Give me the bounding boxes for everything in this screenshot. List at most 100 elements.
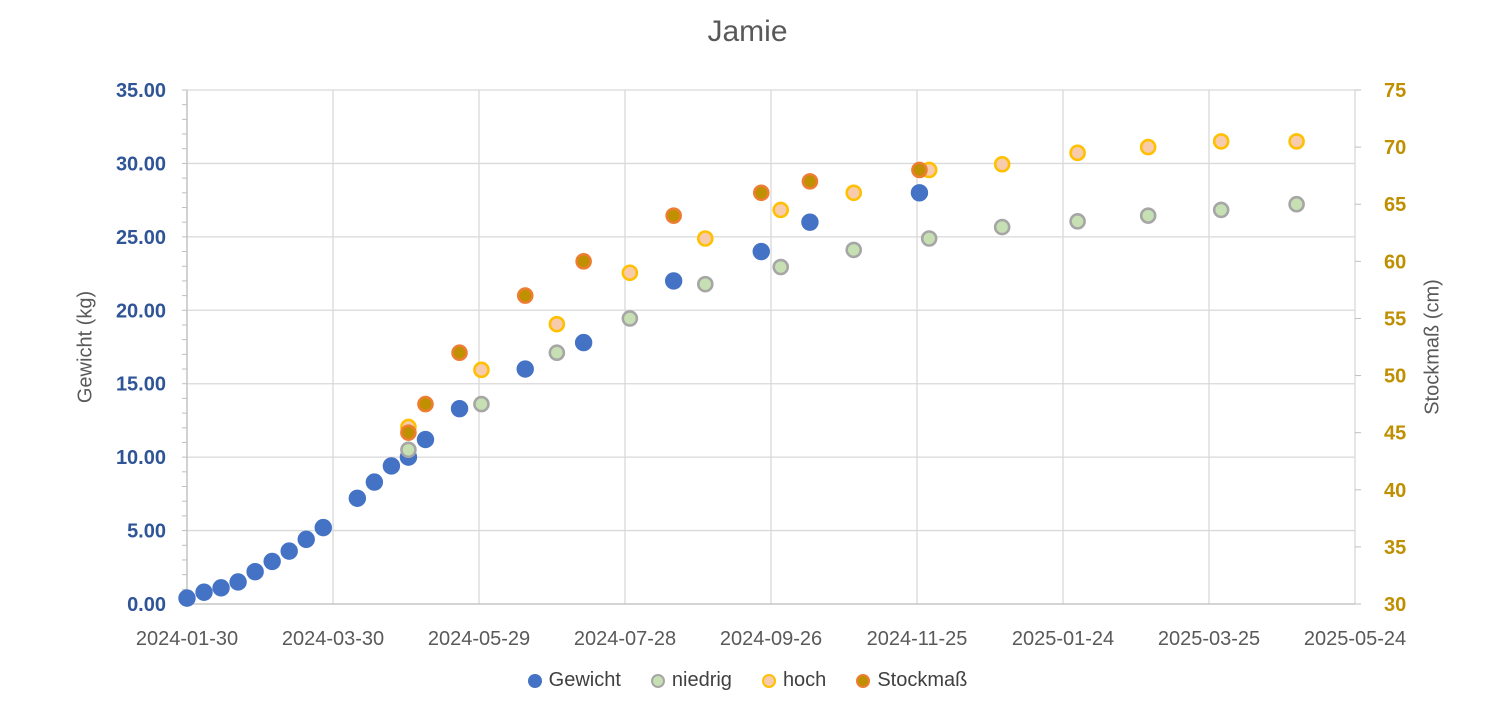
data-point (473, 361, 490, 379)
data-point (212, 579, 230, 597)
data-point (993, 155, 1011, 173)
x-tick-label: 2025-01-24 (1012, 628, 1114, 650)
x-tick-label: 2025-03-25 (1158, 628, 1260, 650)
data-point (314, 518, 332, 537)
data-point (621, 310, 639, 327)
data-point (752, 184, 770, 202)
left-tick-label: 35.00 (116, 80, 166, 102)
data-point (178, 589, 196, 607)
data-point (1288, 133, 1305, 150)
data-point (1139, 207, 1157, 224)
data-point (993, 218, 1011, 236)
x-tick-label: 2024-11-25 (867, 628, 968, 650)
legend-label: Gewicht (548, 669, 621, 691)
x-tick-label: 2024-03-30 (282, 628, 384, 650)
data-point (400, 441, 417, 459)
left-tick-label: 30.00 (116, 153, 166, 175)
legend-marker-icon (527, 673, 542, 688)
data-point (845, 241, 863, 259)
chart-title: Jamie (707, 15, 788, 48)
legend-label: hoch (782, 669, 827, 691)
x-tick-label: 2024-07-28 (574, 628, 676, 650)
series-hoch (400, 133, 1305, 436)
legend-label: Stockmaß (877, 669, 968, 691)
legend-item-niedrig: niedrig (650, 669, 732, 692)
data-point (801, 173, 819, 190)
right-tick-label: 55 (1384, 308, 1406, 330)
data-point (772, 258, 790, 276)
data-point (365, 473, 384, 491)
plot-area: 0.00 5.00 10.00 15.00 20.00 25.00 30.00 35.00 30… (116, 80, 1406, 650)
data-point (1139, 138, 1157, 156)
data-point (473, 395, 490, 413)
legend-item-hoch: hoch (761, 669, 827, 692)
tick-labels: 0.00 5.00 10.00 15.00 20.00 25.00 30.00 35.00 30… (116, 80, 1406, 650)
data-point (280, 542, 298, 560)
series-Gewicht (178, 184, 929, 607)
legend-marker-icon (761, 673, 776, 688)
left-tick-label: 5.00 (127, 521, 166, 543)
legend: Gewicht niedrig hoch Stockmaß (0, 669, 1495, 692)
data-point (696, 275, 714, 293)
data-point (451, 344, 468, 362)
data-point (752, 242, 770, 261)
right-tick-label: 70 (1384, 137, 1406, 159)
right-tick-label: 50 (1384, 366, 1406, 388)
x-tick-label: 2024-09-26 (720, 628, 822, 650)
right-tick-label: 65 (1384, 194, 1406, 216)
legend-marker-icon (650, 673, 665, 688)
legend-marker-icon (856, 673, 871, 688)
data-point (516, 360, 534, 378)
data-point (1212, 201, 1230, 219)
right-tick-label: 75 (1384, 80, 1406, 102)
gridlines (186, 89, 1356, 605)
legend-label: niedrig (671, 669, 732, 691)
data-point (548, 344, 566, 362)
left-tick-label: 0.00 (127, 594, 166, 616)
data-point (417, 395, 434, 413)
x-tick-label: 2025-05-24 (1304, 628, 1406, 650)
data-point (450, 399, 469, 418)
legend-item-gewicht: Gewicht (527, 669, 621, 692)
series-Stockmaß (400, 161, 928, 441)
right-tick-label: 40 (1384, 480, 1406, 502)
data-point (1069, 213, 1086, 230)
data-point (516, 287, 534, 304)
data-point (246, 562, 264, 581)
left-tick-label: 20.00 (116, 300, 166, 322)
data-point (920, 230, 938, 247)
data-point (229, 573, 247, 591)
data-point (297, 530, 315, 549)
left-tick-label: 25.00 (116, 227, 166, 249)
x-tick-label: 2024-05-29 (428, 628, 530, 650)
data-point (911, 161, 928, 179)
left-tick-label: 15.00 (116, 374, 166, 396)
right-tick-label: 35 (1384, 537, 1406, 559)
data-point (1212, 133, 1230, 150)
data-points (178, 133, 1305, 607)
data-point (195, 583, 213, 601)
left-tick-label: 10.00 (116, 447, 166, 469)
data-point (382, 457, 401, 475)
data-point (664, 272, 683, 290)
data-point (348, 489, 367, 507)
data-point (621, 264, 639, 282)
right-tick-label: 60 (1384, 251, 1406, 273)
data-point (910, 184, 929, 202)
series-niedrig (400, 195, 1305, 459)
data-point (574, 333, 593, 352)
legend-item-stockmaß: Stockmaß (856, 669, 967, 692)
axis-lines (186, 90, 1355, 605)
data-point (845, 184, 863, 202)
data-point (665, 207, 682, 224)
data-point (548, 315, 566, 333)
data-point (801, 213, 819, 231)
data-point (1069, 144, 1086, 162)
data-point (416, 430, 435, 449)
data-point (772, 201, 790, 219)
right-tick-label: 30 (1384, 594, 1406, 616)
data-point (575, 253, 592, 270)
data-point (696, 230, 714, 247)
right-tick-label: 45 (1384, 423, 1406, 445)
